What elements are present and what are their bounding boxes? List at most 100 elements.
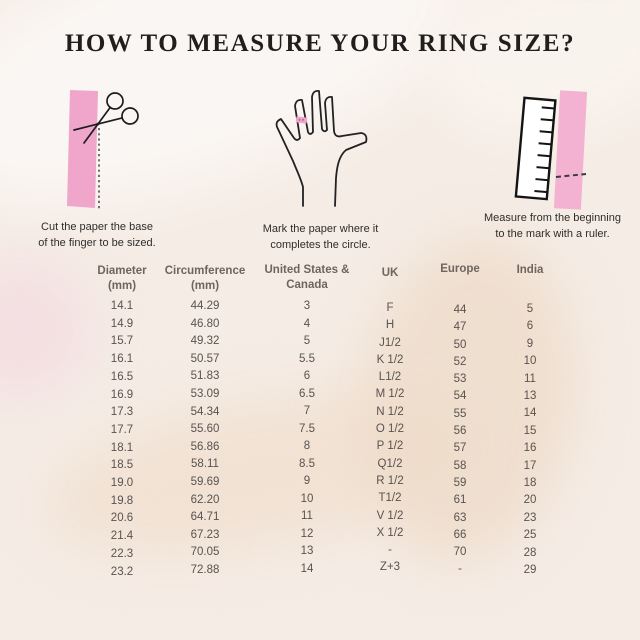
size-cell: 16.1 <box>110 353 134 366</box>
size-cell: Q1/2 <box>377 457 403 470</box>
size-cell: H <box>385 319 395 332</box>
size-cell: 18.1 <box>110 441 134 454</box>
size-cell: 57 <box>453 442 467 455</box>
size-cell: O 1/2 <box>375 423 405 436</box>
size-cell: V 1/2 <box>376 509 404 522</box>
hand-outline-illustration <box>275 89 368 207</box>
size-cell: 62.20 <box>190 493 220 506</box>
size-cell: M 1/2 <box>375 388 405 401</box>
size-cell: 59 <box>453 476 467 489</box>
size-cell: 50.57 <box>190 352 220 365</box>
column-header: Circumference (mm) <box>164 265 246 292</box>
size-cell: 47 <box>453 321 467 334</box>
size-cell: N 1/2 <box>376 405 404 418</box>
size-cell: 49.32 <box>190 335 220 348</box>
caption-line: Measure from the beginning <box>484 212 621 224</box>
size-cell: 66 <box>453 528 467 541</box>
size-cell: 9 <box>303 475 311 487</box>
size-cell: 52 <box>453 355 467 368</box>
size-cell: 8 <box>303 440 311 452</box>
size-cell: 50 <box>453 338 467 351</box>
size-cell: 22.3 <box>110 547 134 560</box>
ruler-icon <box>514 96 557 201</box>
size-cell: 70.05 <box>190 546 220 559</box>
size-cell: J1/2 <box>379 336 401 349</box>
size-cell: 56.86 <box>190 440 220 453</box>
caption-line: to the mark with a ruler. <box>495 227 610 240</box>
size-cell: 8.5 <box>299 457 315 470</box>
size-cell: 10 <box>300 492 314 505</box>
size-cell: F <box>386 302 394 314</box>
size-cell: 29 <box>523 564 537 577</box>
size-cell: 11 <box>524 372 536 385</box>
size-cell: 23.2 <box>110 565 134 578</box>
size-cell: 14 <box>523 407 537 420</box>
size-cell: 55 <box>453 407 467 420</box>
size-cell: Z+3 <box>379 561 401 574</box>
column-header: Diameter (mm) <box>97 265 147 292</box>
size-cell: 5 <box>526 303 534 315</box>
ruler-paper-strip-illustration <box>514 90 588 210</box>
column-values: 44.29 46.80 49.32 50.57 51.83 53.09 54.34 55.60… <box>150 298 260 580</box>
hand-outline-icon <box>275 89 368 207</box>
size-cell: 55.60 <box>190 423 220 436</box>
size-cell: T1/2 <box>378 492 402 505</box>
size-cell: 14.9 <box>110 317 134 330</box>
size-table-column: UK F H J1/2 K 1/2 L1/2 M 1/2 N 1/2 O 1/2 P 1/2 Q1/… <box>350 262 430 592</box>
size-table-column: Europe 44 47 50 52 53 54 55 56 57 58 59 61 63 66 70 - <box>420 262 500 592</box>
size-cell: 25 <box>523 529 537 542</box>
size-cell: 11 <box>301 510 313 522</box>
size-cell: - <box>388 544 392 557</box>
size-cell: 20 <box>523 494 537 507</box>
size-cell: 7.5 <box>299 422 315 435</box>
size-table-column: India 5 6 9 10 11 13 14 15 16 17 18 20 23 25 28 29 <box>490 262 570 592</box>
caption-line: Cut the paper the base <box>41 221 153 233</box>
caption-line: of the finger to be sized. <box>38 236 156 249</box>
size-cell: 21.4 <box>110 530 134 543</box>
size-cell: 16.5 <box>110 370 134 383</box>
size-cell: 53.09 <box>190 387 220 400</box>
size-cell: 58 <box>453 459 467 472</box>
size-cell: 15.7 <box>110 335 134 348</box>
size-cell: 17.3 <box>110 406 134 419</box>
size-cell: 14.1 <box>110 300 134 312</box>
size-cell: 56 <box>453 425 467 438</box>
size-cell: 70 <box>453 546 467 559</box>
size-cell: 13 <box>300 545 314 557</box>
size-cell: X 1/2 <box>376 526 404 539</box>
size-cell: 6.5 <box>299 387 315 400</box>
size-cell: 13 <box>523 390 537 403</box>
size-cell: 19.8 <box>110 494 134 507</box>
size-cell: 16.9 <box>110 388 134 401</box>
paper-strip <box>67 90 98 208</box>
marked-paper-strip <box>553 90 588 210</box>
size-table-column: Circumference (mm) 44.29 46.80 49.32 50.57 51.… <box>150 262 260 592</box>
size-cell: 51.83 <box>190 370 220 383</box>
step-caption-mark: Mark the paper where it completes the ci… <box>248 222 393 253</box>
column-values: 5 6 9 10 11 13 14 15 16 17 18 20 23 25 28 29 <box>490 301 570 580</box>
ring-band <box>295 116 308 124</box>
ring-size-table: Diameter (mm) 14.1 14.9 15.7 16.1 16.5 16.9 17.3… <box>0 262 640 592</box>
size-cell: 58.11 <box>191 458 219 471</box>
size-cell: 5 <box>303 335 311 347</box>
size-cell: 46.80 <box>190 317 220 330</box>
size-cell: 6 <box>303 370 311 382</box>
column-values: F H J1/2 K 1/2 L1/2 M 1/2 N 1/2 O 1/2 P 1/2 Q1/2 R… <box>350 300 430 577</box>
column-header: India <box>516 264 544 276</box>
size-cell: 18 <box>523 477 537 490</box>
caption-line: completes the circle. <box>270 238 371 251</box>
size-table-column: Diameter (mm) 14.1 14.9 15.7 16.1 16.5 16.9 17.3… <box>77 262 167 592</box>
size-cell: 16 <box>523 442 537 455</box>
size-cell: 54.34 <box>190 405 220 418</box>
column-values: 44 47 50 52 53 54 55 56 57 58 59 61 63 66 70 - <box>420 302 500 579</box>
size-cell: 3 <box>303 300 311 312</box>
size-cell: 17.7 <box>110 423 134 436</box>
size-cell: 17 <box>523 459 537 472</box>
size-cell: K 1/2 <box>376 353 404 366</box>
size-cell: 44.29 <box>190 300 220 312</box>
size-cell: 53 <box>453 373 467 386</box>
size-cell: 12 <box>300 527 314 540</box>
scissors-paper-strip-illustration <box>67 90 139 209</box>
step-caption-cut: Cut the paper the base of the finger to … <box>32 220 162 251</box>
